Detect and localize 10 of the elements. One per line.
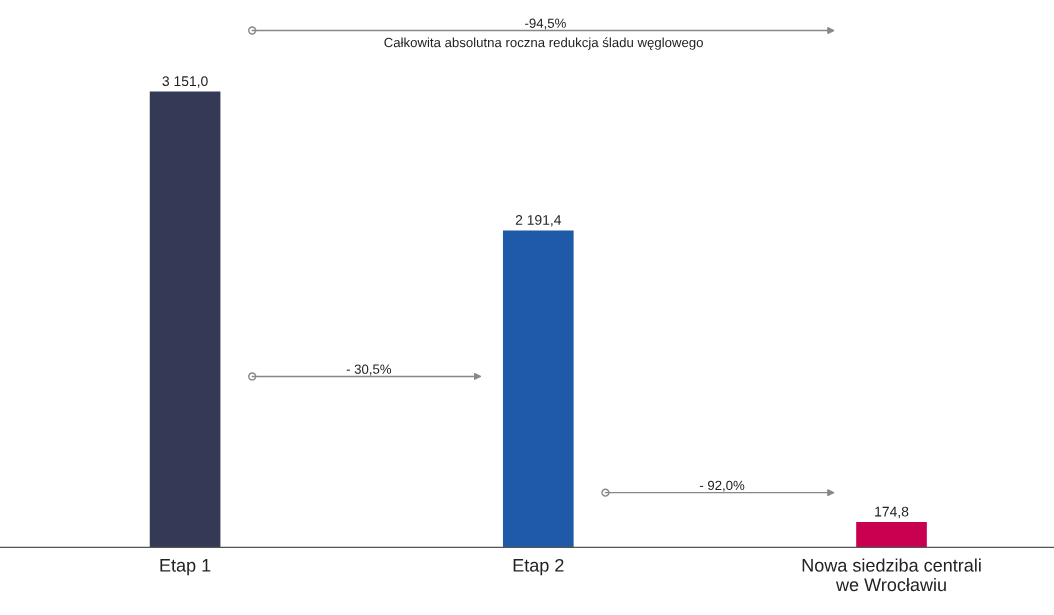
- x-tick-label: Etap 1: [160, 559, 211, 576]
- x-tick-label: Nowa siedziba centrali we Wrocławiu: [802, 558, 981, 592]
- data-label: 3 151,0: [162, 76, 208, 88]
- text: -94,5%: [525, 18, 566, 30]
- annotation: - 30,5%: [346, 364, 392, 376]
- data-label: 174,8: [875, 506, 909, 519]
- data-label: 2 191,4: [515, 215, 562, 227]
- text: Całkowita absolutna roczna redukcja śladu węglowego: [384, 37, 703, 50]
- x-tick-label: Etap 2: [513, 558, 564, 576]
- annotation: - 92,0%: [699, 480, 745, 492]
